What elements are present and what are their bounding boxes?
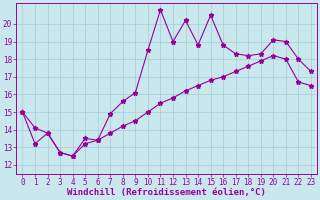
X-axis label: Windchill (Refroidissement éolien,°C): Windchill (Refroidissement éolien,°C) xyxy=(67,188,266,197)
